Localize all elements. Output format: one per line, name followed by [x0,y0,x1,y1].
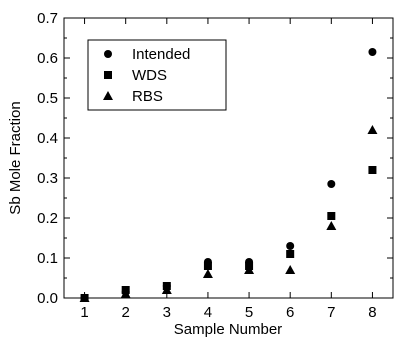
point-wds-8 [368,166,377,174]
y-tick-label-0.6: 0.6 [37,50,58,67]
y-tick-label-0.7: 0.7 [37,10,58,27]
y-tick-label-0.5: 0.5 [37,90,58,107]
data-marks [79,48,378,302]
legend-label-rbs: RBS [132,88,163,105]
point-rbs-3 [161,285,172,294]
point-rbs-5 [244,265,255,274]
point-wds-6 [286,250,295,258]
x-tick-label-1: 1 [80,304,88,321]
x-tick-label-4: 4 [204,304,212,321]
legend-marker-wds [104,71,112,79]
x-tick-label-8: 8 [368,304,376,321]
x-tick-label-5: 5 [245,304,253,321]
legend: Intended WDS RBS [87,39,227,111]
point-wds-4 [203,262,212,270]
x-tick-label-3: 3 [163,304,171,321]
point-intended-7 [327,180,336,188]
y-tick-label-0.4: 0.4 [37,130,58,147]
point-rbs-1 [79,293,90,302]
point-intended-6 [286,242,295,250]
point-wds-7 [327,212,336,220]
x-tick-label-2: 2 [122,304,130,321]
y-tick-label-0.1: 0.1 [37,250,58,267]
legend-marker-rbs [103,91,113,100]
y-tick-label-0.2: 0.2 [37,210,58,227]
legend-marker-intended [104,50,112,58]
point-rbs-6 [285,265,296,274]
x-tick-label-7: 7 [327,304,335,321]
y-tick-label-0.0: 0.0 [37,290,58,307]
point-rbs-2 [120,289,131,298]
legend-label-wds: WDS [132,67,167,84]
point-rbs-8 [367,125,378,134]
point-rbs-4 [202,269,213,278]
point-rbs-7 [326,221,337,230]
axis-ticks: 1 2 3 4 5 6 7 8 0.0 0.1 0.2 0.3 0.4 0.5 0.6 0.7 [37,10,393,321]
y-axis-title: Sb Mole Fraction [7,101,24,214]
x-tick-label-6: 6 [286,304,294,321]
y-tick-label-0.3: 0.3 [37,170,58,187]
legend-markers [103,50,113,100]
legend-label-intended: Intended [132,46,190,63]
point-intended-8 [368,48,377,56]
x-axis-title: Sample Number [174,321,282,338]
